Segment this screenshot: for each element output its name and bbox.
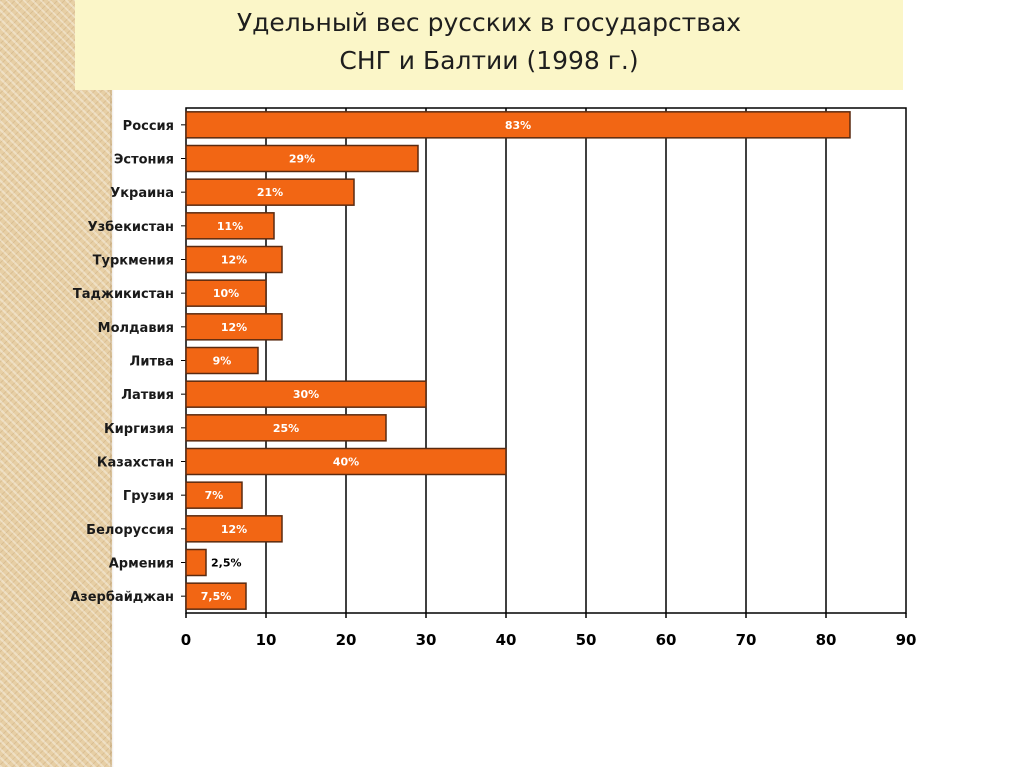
category-label: Латвия	[121, 388, 174, 403]
x-tick-label: 80	[816, 631, 837, 649]
category-label: Киргизия	[104, 422, 174, 437]
bar	[185, 144, 419, 173]
bar	[185, 582, 247, 610]
category-label: Казахстан	[97, 456, 174, 471]
x-tick-label: 70	[736, 631, 757, 649]
data-label: 12%	[221, 254, 247, 267]
x-tick-label: 10	[256, 631, 277, 649]
title-box: Удельный вес русских в государствах СНГ …	[75, 0, 903, 90]
decorative-side-stripe	[0, 0, 112, 767]
data-label: 7,5%	[201, 590, 232, 603]
category-label: Украина	[110, 186, 174, 201]
bar	[185, 414, 387, 442]
category-label: Туркмения	[93, 254, 174, 269]
x-tick-label: 90	[896, 631, 917, 649]
bar	[185, 245, 283, 274]
x-tick-label: 60	[656, 631, 677, 649]
category-label: Узбекистан	[88, 220, 174, 235]
bar	[185, 515, 283, 543]
category-label: Литва	[130, 355, 174, 370]
bar	[185, 447, 507, 476]
data-label: 83%	[505, 119, 531, 132]
x-tick-label: 0	[181, 631, 191, 649]
data-label: 40%	[333, 456, 359, 469]
data-label: 12%	[221, 321, 247, 334]
bar	[185, 212, 275, 240]
data-label: 9%	[213, 355, 232, 368]
side-stripe-shadow	[110, 0, 114, 767]
x-tick-label: 40	[496, 631, 517, 649]
data-label: 10%	[213, 287, 239, 300]
category-label: Таджикистан	[73, 287, 174, 302]
bar	[185, 380, 427, 408]
data-label: 11%	[217, 220, 243, 233]
bar	[185, 548, 207, 577]
data-label: 30%	[293, 388, 319, 401]
data-label: 7%	[205, 489, 224, 502]
bar	[185, 111, 851, 139]
category-label: Белоруссия	[86, 523, 174, 538]
data-label: 12%	[221, 523, 247, 536]
chart-title-line-2: СНГ и Балтии (1998 г.)	[339, 46, 639, 75]
bar	[185, 279, 267, 307]
data-label: 21%	[257, 186, 283, 199]
category-label: Азербайджан	[70, 590, 174, 605]
bar	[185, 346, 259, 375]
x-tick-label: 50	[576, 631, 597, 649]
data-label: 25%	[273, 422, 299, 435]
x-tick-label: 30	[416, 631, 437, 649]
bar	[185, 178, 355, 206]
bar	[185, 313, 283, 341]
category-label: Грузия	[123, 489, 174, 504]
data-label: 2,5%	[211, 557, 242, 570]
category-label: Армения	[109, 557, 174, 572]
bar	[185, 481, 243, 509]
category-label: Россия	[123, 119, 174, 134]
category-label: Эстония	[114, 153, 174, 168]
chart-title-line-1: Удельный вес русских в государствах	[236, 8, 742, 37]
category-label: Молдавия	[98, 321, 174, 336]
data-label: 29%	[289, 153, 315, 166]
x-tick-label: 20	[336, 631, 357, 649]
